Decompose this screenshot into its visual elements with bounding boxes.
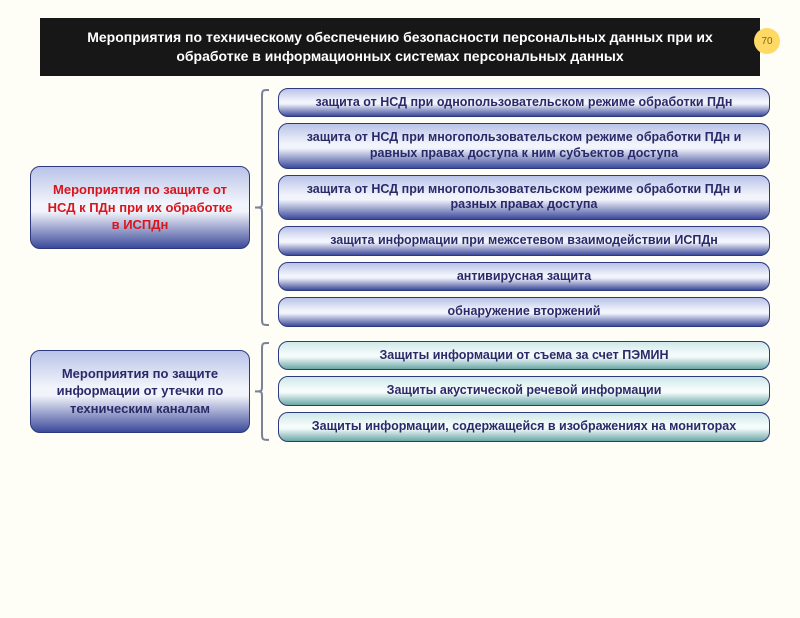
diagram-group: Мероприятия по защите от НСД к ПДн при и… (30, 88, 770, 327)
items-column: защита от НСД при однопользовательском р… (278, 88, 770, 327)
item-box: защита от НСД при однопользовательском р… (278, 88, 770, 118)
item-box: Защиты информации, содержащейся в изобра… (278, 412, 770, 442)
slide-title: Мероприятия по техническому обеспечению … (40, 18, 760, 76)
item-box: защита информации при межсетевом взаимод… (278, 226, 770, 256)
brace-connector (253, 88, 273, 327)
item-box: обнаружение вторжений (278, 297, 770, 327)
category-box: Мероприятия по защите информации от утеч… (30, 350, 250, 433)
item-box: Защиты информации от съема за счет ПЭМИН (278, 341, 770, 371)
page-number-badge: 70 (754, 28, 780, 54)
item-box: защита от НСД при многопользовательском … (278, 175, 770, 220)
item-box: Защиты акустической речевой информации (278, 376, 770, 406)
category-box: Мероприятия по защите от НСД к ПДн при и… (30, 166, 250, 249)
items-column: Защиты информации от съема за счет ПЭМИН… (278, 341, 770, 442)
diagram-group: Мероприятия по защите информации от утеч… (30, 341, 770, 442)
brace-connector (253, 341, 273, 442)
item-box: антивирусная защита (278, 262, 770, 292)
page-number: 70 (761, 36, 772, 47)
item-box: защита от НСД при многопользовательском … (278, 123, 770, 168)
diagram-content: Мероприятия по защите от НСД к ПДн при и… (0, 88, 800, 442)
